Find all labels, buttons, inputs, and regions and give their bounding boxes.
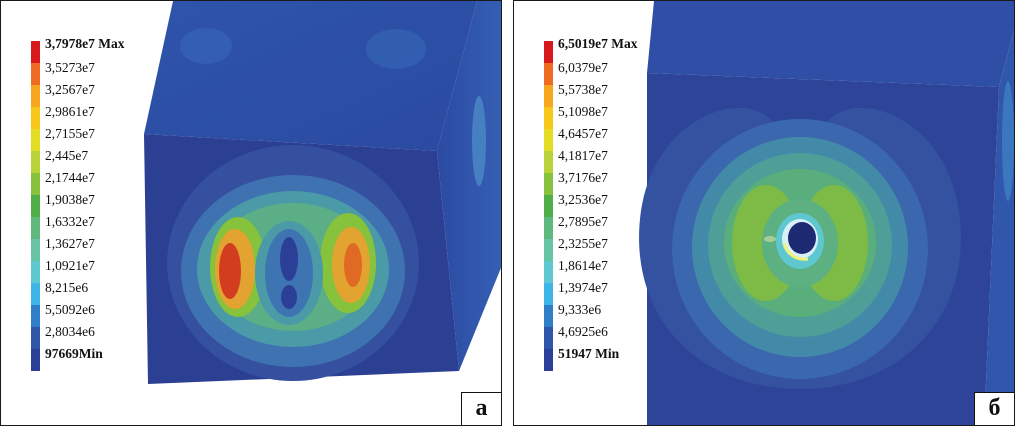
panel-b: 6,5019e7 Max 6,0379e7 5,5738e7 5,1098e7 … [513, 0, 1015, 426]
legend-swatch [31, 107, 40, 129]
legend-label: 4,6457e7 [558, 126, 608, 141]
legend-label: 1,3974e7 [558, 280, 608, 295]
legend-swatch [544, 261, 553, 283]
legend-swatch [544, 327, 553, 349]
legend-label: 1,6332e7 [45, 214, 95, 229]
legend-swatch [31, 151, 40, 173]
stress-field-model-a [144, 1, 501, 384]
legend-label: 1,9038e7 [45, 192, 95, 207]
legend-swatch [31, 283, 40, 305]
legend-swatch [544, 85, 553, 107]
legend-label: 5,1098e7 [558, 104, 608, 119]
legend-label: 2,7895e7 [558, 214, 608, 229]
legend-swatch [31, 173, 40, 195]
legend-swatch [544, 41, 553, 63]
legend-swatch [31, 349, 40, 371]
legend-swatch [544, 283, 553, 305]
legend-label: 2,1744e7 [45, 170, 95, 185]
legend-label: 3,5273e7 [45, 60, 95, 75]
legend-swatch [544, 151, 553, 173]
legend-swatch [31, 63, 40, 85]
panel-label-a: а [461, 392, 501, 425]
legend-label: 4,1817e7 [558, 148, 608, 163]
legend-label: 3,7176e7 [558, 170, 608, 185]
legend-label-min: 97669Min [45, 346, 103, 361]
legend-swatch [31, 195, 40, 217]
stress-field-model-b [639, 1, 1014, 425]
legend-label: 6,0379e7 [558, 60, 608, 75]
legend-swatch [31, 327, 40, 349]
legend-swatch [544, 349, 553, 371]
legend-label: 5,5092e6 [45, 302, 95, 317]
legend-swatch [544, 217, 553, 239]
legend-swatch [31, 305, 40, 327]
legend-label: 1,3627e7 [45, 236, 95, 251]
panel-a: 3,7978e7 Max 3,5273e7 3,2567e7 2,9861e7 … [0, 0, 502, 426]
legend-swatch [31, 239, 40, 261]
legend-swatch [544, 173, 553, 195]
legend-label: 2,3255e7 [558, 236, 608, 251]
legend-label-max: 6,5019e7 Max [558, 36, 638, 51]
legend-swatch [544, 305, 553, 327]
legend-swatch [544, 195, 553, 217]
legend-label: 2,445e7 [45, 148, 89, 163]
legend-label: 3,2536e7 [558, 192, 608, 207]
legend-swatch [544, 107, 553, 129]
legend-label: 2,9861e7 [45, 104, 95, 119]
legend-swatch [544, 63, 553, 85]
legend-label: 1,0921e7 [45, 258, 95, 273]
legend-label: 8,215e6 [45, 280, 89, 295]
legend-label: 4,6925e6 [558, 324, 608, 339]
legend-label-max: 3,7978e7 Max [45, 36, 125, 51]
legend-swatch [31, 217, 40, 239]
legend-swatch [31, 261, 40, 283]
legend-label-min: 51947 Min [558, 346, 620, 361]
legend-swatch [31, 85, 40, 107]
legend-label: 5,5738e7 [558, 82, 608, 97]
legend-swatch [31, 129, 40, 151]
panel-label-b: б [974, 392, 1014, 425]
legend-label: 2,8034e6 [45, 324, 95, 339]
legend-label: 2,7155e7 [45, 126, 95, 141]
legend-label: 3,2567e7 [45, 82, 95, 97]
legend-swatch [31, 41, 40, 63]
legend-label: 9,333e6 [558, 302, 602, 317]
legend-swatch [544, 129, 553, 151]
legend-label: 1,8614e7 [558, 258, 608, 273]
legend-swatch [544, 239, 553, 261]
